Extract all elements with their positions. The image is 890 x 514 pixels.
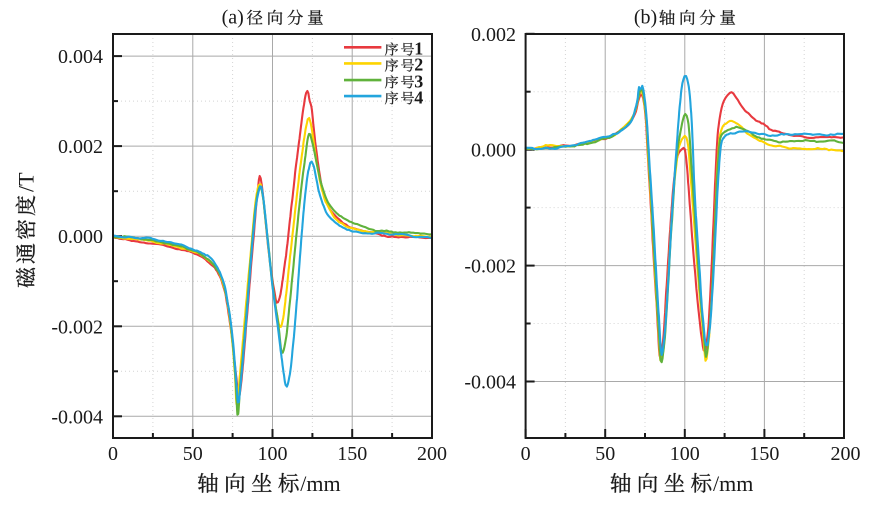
svg-text:200: 200 (417, 443, 447, 465)
svg-text:0: 0 (521, 443, 531, 465)
svg-text:1: 1 (414, 39, 423, 59)
svg-text:-0.004: -0.004 (51, 406, 103, 428)
svg-text:100: 100 (258, 443, 288, 465)
svg-text:0.002: 0.002 (471, 24, 516, 46)
svg-text:200: 200 (831, 443, 861, 465)
svg-text:3: 3 (414, 71, 423, 91)
svg-text:2: 2 (414, 55, 423, 75)
svg-text:0.002: 0.002 (58, 136, 103, 158)
svg-text:0.004: 0.004 (58, 46, 103, 68)
svg-text:-0.004: -0.004 (464, 372, 516, 394)
svg-text:150: 150 (749, 443, 779, 465)
svg-text:100: 100 (670, 443, 700, 465)
svg-text:/mm: /mm (300, 471, 340, 496)
svg-text:(a): (a) (222, 7, 244, 29)
svg-text:(b): (b) (634, 7, 657, 29)
svg-text:150: 150 (337, 443, 367, 465)
svg-text:4: 4 (414, 87, 423, 107)
svg-text:/mm: /mm (713, 471, 753, 496)
svg-text:-0.002: -0.002 (51, 316, 103, 338)
svg-text:0.000: 0.000 (58, 226, 103, 248)
svg-text:50: 50 (183, 443, 203, 465)
svg-text:50: 50 (595, 443, 615, 465)
svg-text:/T: /T (14, 172, 39, 192)
svg-text:-0.002: -0.002 (464, 256, 516, 278)
svg-text:0: 0 (108, 443, 118, 465)
svg-text:0.000: 0.000 (471, 140, 516, 162)
